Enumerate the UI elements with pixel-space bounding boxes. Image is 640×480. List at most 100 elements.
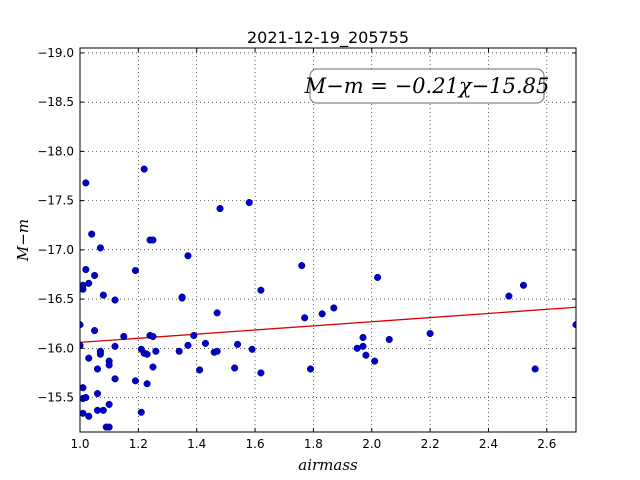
x-tick-label: 2.0 bbox=[362, 437, 381, 451]
data-point bbox=[149, 332, 157, 341]
x-tick-label: 1.4 bbox=[187, 437, 206, 451]
data-point bbox=[213, 309, 221, 317]
y-tick-label: −17.5 bbox=[37, 194, 74, 208]
data-point bbox=[175, 347, 183, 355]
data-point bbox=[99, 406, 107, 414]
data-point bbox=[426, 329, 434, 338]
data-point bbox=[248, 345, 256, 353]
data-point bbox=[111, 296, 119, 304]
y-tick-label: −17.0 bbox=[37, 243, 74, 257]
data-point bbox=[359, 333, 367, 342]
plot-frame bbox=[79, 47, 577, 433]
data-point bbox=[359, 342, 367, 350]
y-tick-label: −16.5 bbox=[37, 292, 74, 306]
x-tick-label: 1.6 bbox=[246, 437, 265, 451]
data-point bbox=[105, 423, 113, 431]
data-point bbox=[99, 291, 107, 299]
y-axis-label: M−m bbox=[14, 219, 32, 262]
data-point bbox=[111, 342, 119, 350]
data-point bbox=[143, 380, 151, 388]
y-tick-label: −15.5 bbox=[37, 391, 74, 405]
data-point bbox=[140, 165, 148, 173]
data-points bbox=[80, 165, 576, 431]
data-point bbox=[96, 244, 104, 252]
fit-line-layer bbox=[80, 306, 576, 344]
data-point bbox=[306, 365, 315, 373]
data-point bbox=[149, 236, 157, 244]
data-point bbox=[216, 204, 224, 213]
data-point bbox=[80, 341, 84, 349]
data-point bbox=[91, 271, 99, 279]
y-tick-label: −16.0 bbox=[37, 341, 74, 355]
data-point bbox=[245, 199, 253, 207]
data-point bbox=[257, 369, 265, 377]
data-point bbox=[82, 179, 90, 187]
data-point bbox=[96, 347, 104, 355]
data-point bbox=[120, 332, 128, 341]
data-point bbox=[105, 400, 113, 408]
data-point bbox=[519, 281, 528, 289]
data-point bbox=[298, 262, 306, 270]
data-point bbox=[231, 364, 239, 372]
data-point bbox=[82, 265, 90, 274]
x-tick-labels: 1.0 1.2 1.4 1.6 1.8 2.0 2.2 2.4 2.6 bbox=[70, 437, 556, 451]
x-tick-label: 2.6 bbox=[537, 437, 556, 451]
data-point bbox=[257, 286, 265, 294]
data-point bbox=[184, 252, 192, 260]
annotation-text: M−m = −0.21χ−15.85 bbox=[304, 74, 550, 98]
y-tick-label: −18.5 bbox=[37, 95, 74, 109]
data-point bbox=[80, 321, 84, 329]
data-point bbox=[213, 347, 221, 355]
data-point bbox=[572, 321, 576, 329]
data-point bbox=[362, 351, 370, 359]
data-point bbox=[385, 335, 393, 343]
data-point bbox=[531, 365, 539, 373]
data-point bbox=[88, 230, 96, 238]
data-point bbox=[318, 310, 326, 318]
data-point bbox=[190, 331, 198, 340]
data-point bbox=[196, 366, 204, 374]
annotation-box bbox=[309, 68, 545, 104]
data-point bbox=[301, 314, 309, 322]
data-point bbox=[85, 354, 93, 362]
data-point bbox=[85, 279, 93, 287]
data-point bbox=[234, 340, 242, 348]
data-point bbox=[105, 361, 113, 369]
data-point bbox=[111, 375, 119, 383]
fit-line bbox=[80, 306, 576, 344]
data-point bbox=[505, 292, 513, 300]
data-point bbox=[93, 365, 102, 373]
axis-ticks bbox=[79, 48, 576, 432]
data-point bbox=[80, 384, 87, 392]
x-tick-label: 1.8 bbox=[304, 437, 323, 451]
x-axis-label: airmass bbox=[298, 456, 358, 474]
data-point bbox=[374, 273, 382, 281]
x-tick-label: 1.0 bbox=[70, 437, 89, 451]
grid bbox=[79, 48, 576, 432]
x-tick-label: 2.2 bbox=[421, 437, 440, 451]
data-point bbox=[131, 377, 139, 385]
y-tick-labels: −15.5 −16.0 −16.5 −17.0 −17.5 −18.0 −18.5 −19.0 bbox=[37, 46, 74, 405]
data-point bbox=[131, 266, 139, 275]
chart-title: 2021-12-19_205755 bbox=[247, 28, 409, 48]
data-point bbox=[371, 357, 379, 365]
data-point bbox=[184, 341, 192, 349]
data-point bbox=[85, 412, 93, 420]
plot-area bbox=[80, 48, 576, 432]
x-tick-label: 2.4 bbox=[479, 437, 498, 451]
y-tick-label: −19.0 bbox=[37, 46, 74, 60]
data-point bbox=[201, 339, 210, 347]
data-point bbox=[178, 293, 186, 301]
data-point bbox=[91, 327, 99, 335]
data-point bbox=[330, 304, 338, 312]
data-point bbox=[80, 409, 87, 417]
fit-annotation: M−m = −0.21χ−15.85 bbox=[304, 68, 550, 104]
data-point bbox=[143, 350, 151, 358]
y-tick-label: −18.0 bbox=[37, 144, 74, 158]
x-tick-label: 1.2 bbox=[129, 437, 148, 451]
data-point bbox=[149, 363, 157, 371]
data-point bbox=[152, 347, 160, 355]
data-point bbox=[93, 390, 102, 398]
data-point bbox=[137, 408, 145, 416]
